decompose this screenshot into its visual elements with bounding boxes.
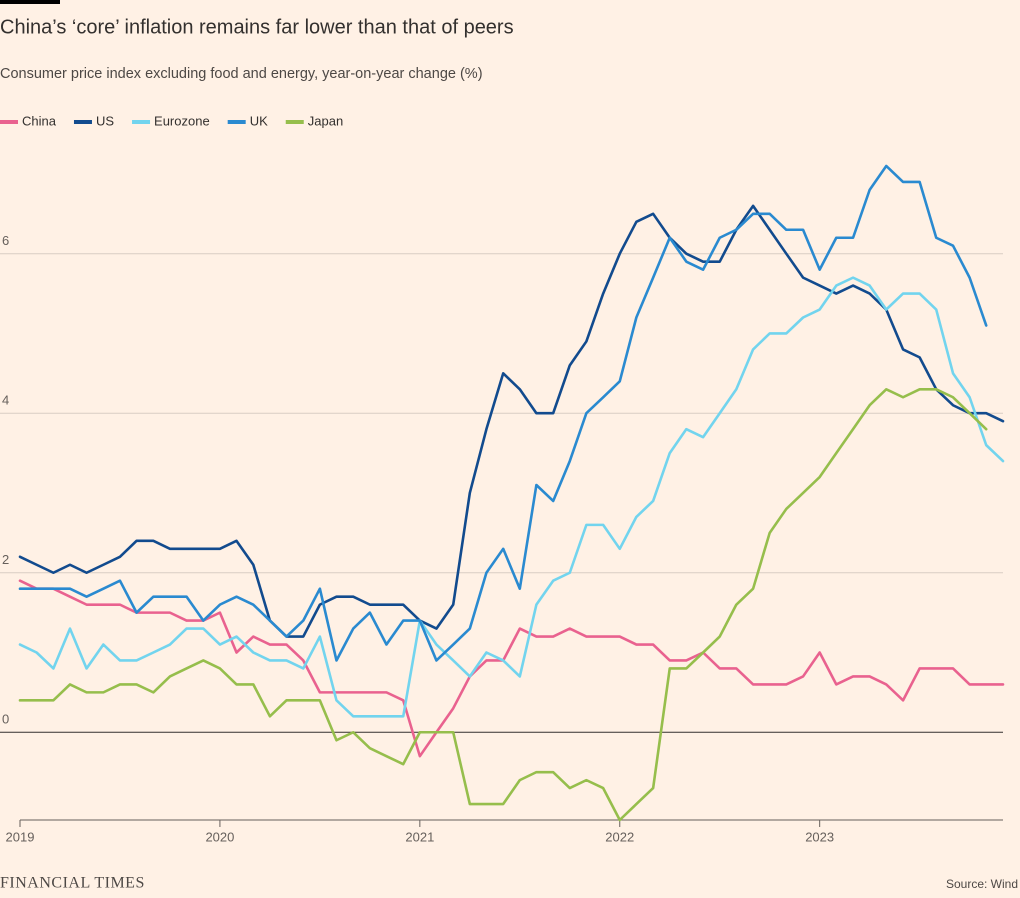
- legend-swatch: [285, 120, 304, 124]
- brand-bar: [0, 0, 60, 4]
- legend-item: US: [73, 113, 114, 128]
- x-tick-label: 2020: [205, 829, 234, 844]
- y-tick-label: 6: [2, 233, 9, 248]
- legend-item: UK: [227, 113, 268, 128]
- series-line: [18, 387, 988, 822]
- legend-label: China: [22, 113, 57, 128]
- lines: [18, 164, 1005, 822]
- legend-label: US: [96, 113, 114, 128]
- series-line: [18, 164, 988, 662]
- source: Source: Wind: [946, 877, 1018, 891]
- legend-label: Japan: [308, 113, 343, 128]
- legend-swatch: [132, 120, 151, 124]
- x-tick-label: 2021: [405, 829, 434, 844]
- y-tick-label: 4: [2, 393, 9, 408]
- brand: FINANCIAL TIMES: [0, 875, 145, 892]
- y-tick-label: 2: [2, 552, 9, 567]
- legend-label: Eurozone: [154, 113, 210, 128]
- x-tick-label: 2022: [605, 829, 634, 844]
- legend-label: UK: [250, 113, 268, 128]
- series-line: [18, 276, 1005, 718]
- legend-swatch: [0, 120, 18, 124]
- grid: 0 2 4 6 2019 2020 2021 2022 2023: [0, 233, 1003, 844]
- legend-swatch: [227, 120, 246, 124]
- series-line: [18, 579, 1005, 758]
- chart-subtitle: Consumer price index excluding food and …: [0, 66, 483, 82]
- legend: China US Eurozone UK Japan: [0, 113, 343, 128]
- x-tick-label: 2023: [805, 829, 834, 844]
- y-tick-label: 0: [2, 712, 9, 727]
- legend-item: Japan: [285, 113, 343, 128]
- legend-item: China: [0, 113, 57, 128]
- chart-title: China’s ‘core’ inflation remains far low…: [0, 16, 514, 38]
- legend-swatch: [73, 120, 92, 124]
- x-tick-label: 2019: [6, 829, 35, 844]
- legend-item: Eurozone: [132, 113, 210, 128]
- series-line: [18, 204, 1005, 638]
